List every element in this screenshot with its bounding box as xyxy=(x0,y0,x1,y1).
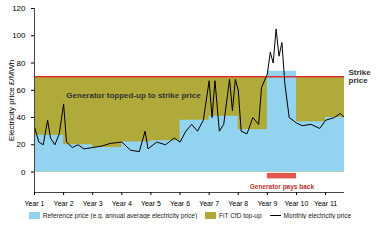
svg-text:Strikeprice: Strikeprice xyxy=(349,68,372,85)
svg-text:Year 5: Year 5 xyxy=(141,200,161,207)
svg-text:Year 11: Year 11 xyxy=(314,200,337,207)
svg-text:Year 4: Year 4 xyxy=(112,200,132,207)
html-text:Reference price (e.g. annual a: Reference price (e.g. annual average ele… xyxy=(42,212,198,219)
svg-text:Year 7: Year 7 xyxy=(199,200,219,207)
svg-text:60: 60 xyxy=(17,86,26,95)
svg-text:Generator topped-up to strike: Generator topped-up to strike price xyxy=(66,91,201,100)
svg-text:Year 9: Year 9 xyxy=(257,200,277,207)
svg-text:Electricity price £/MWh: Electricity price £/MWh xyxy=(7,60,16,141)
svg-text:0: 0 xyxy=(21,168,26,177)
svg-text:Generator pays back: Generator pays back xyxy=(250,183,315,191)
svg-text:40: 40 xyxy=(17,113,26,122)
svg-text:80: 80 xyxy=(17,59,26,68)
svg-text:120: 120 xyxy=(12,4,26,13)
svg-text:Year 2: Year 2 xyxy=(54,200,74,207)
html-text:Monthly electricity price: Monthly electricity price xyxy=(283,212,352,219)
svg-text:20: 20 xyxy=(17,140,26,149)
svg-text:Year 8: Year 8 xyxy=(228,200,248,207)
svg-text:100: 100 xyxy=(12,31,26,40)
svg-text:Year 10: Year 10 xyxy=(285,200,309,207)
svg-text:Year 6: Year 6 xyxy=(170,200,190,207)
svg-text:Year 1: Year 1 xyxy=(25,200,45,207)
html-text:FiT CfD top-up: FiT CfD top-up xyxy=(219,212,262,219)
svg-text:Year 3: Year 3 xyxy=(83,200,103,207)
